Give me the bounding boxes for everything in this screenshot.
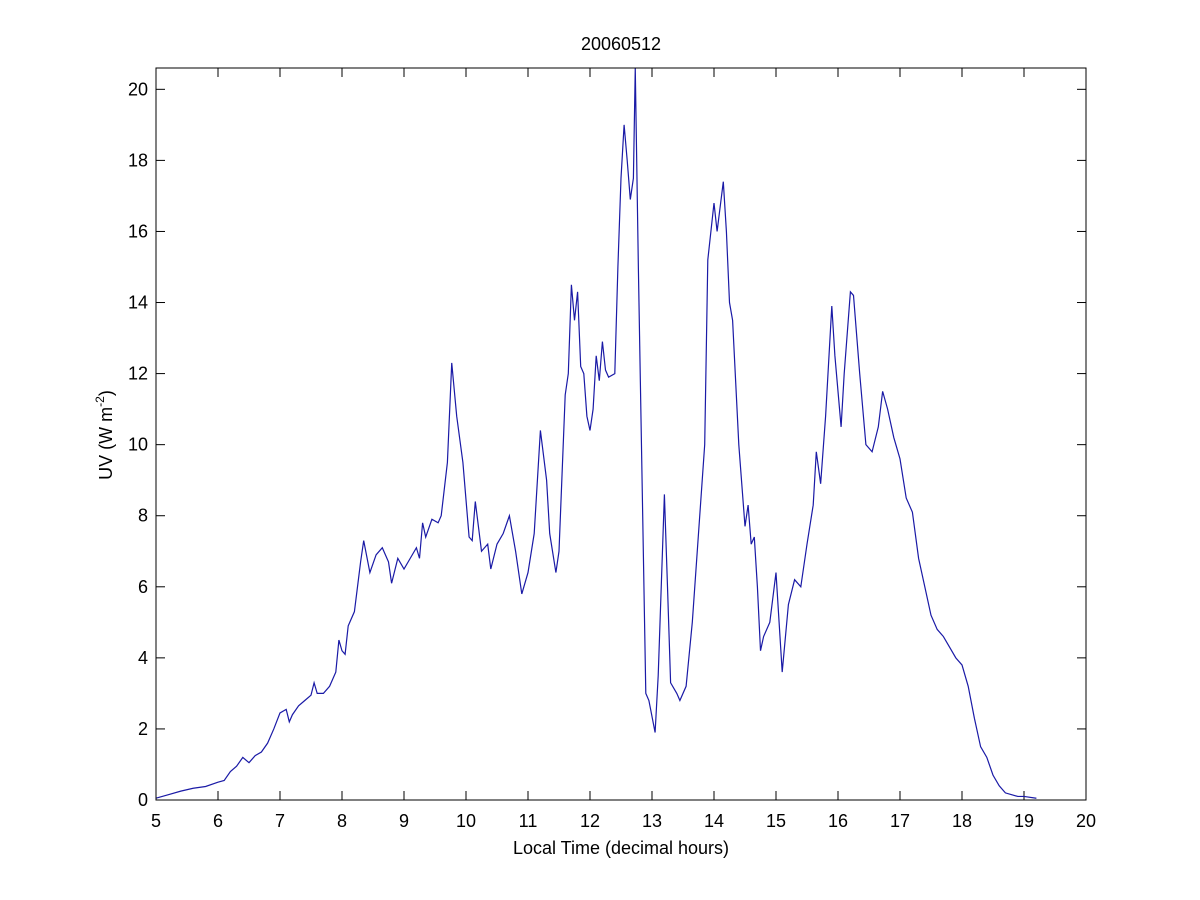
y-tick-label: 14 — [128, 293, 148, 313]
data-line — [155, 67, 1037, 799]
x-tick-label: 20 — [1076, 811, 1096, 831]
y-tick-label: 18 — [128, 150, 148, 170]
x-tick-label: 16 — [828, 811, 848, 831]
y-label-text: UV (W m — [96, 407, 116, 480]
x-tick-label: 7 — [275, 811, 285, 831]
x-tick-label: 6 — [213, 811, 223, 831]
x-tick-label: 5 — [151, 811, 161, 831]
y-tick-label: 0 — [138, 790, 148, 810]
x-tick-label: 15 — [766, 811, 786, 831]
y-tick-label: 8 — [138, 506, 148, 526]
y-tick-label: 6 — [138, 577, 148, 597]
y-tick-label: 12 — [128, 364, 148, 384]
y-tick-label: 16 — [128, 221, 148, 241]
x-axis-label: Local Time (decimal hours) — [513, 838, 729, 858]
x-tick-label: 10 — [456, 811, 476, 831]
x-tick-label: 17 — [890, 811, 910, 831]
chart-title: 20060512 — [581, 34, 661, 54]
plot-frame — [155, 67, 1087, 801]
x-tick-label: 9 — [399, 811, 409, 831]
y-label-tail: ) — [96, 390, 116, 396]
y-tick-label: 4 — [138, 648, 148, 668]
x-tick-label: 12 — [580, 811, 600, 831]
x-tick-label: 18 — [952, 811, 972, 831]
x-tick-label: 11 — [519, 811, 538, 831]
y-tick-label: 2 — [138, 719, 148, 739]
x-tick-label: 13 — [642, 811, 662, 831]
x-tick-label: 14 — [704, 811, 724, 831]
y-tick-label: 20 — [128, 79, 148, 99]
x-tick-label: 19 — [1014, 811, 1034, 831]
y-axis-label: UV (W m-2) — [93, 390, 116, 480]
y-tick-label: 10 — [128, 435, 148, 455]
x-tick-label: 8 — [337, 811, 347, 831]
y-label-sup: -2 — [93, 396, 107, 407]
